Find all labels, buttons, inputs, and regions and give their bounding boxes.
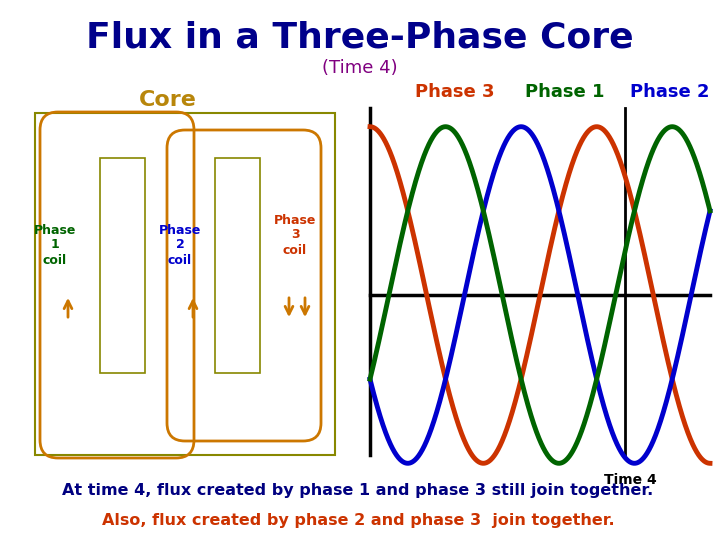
Text: Flux in a Three-Phase Core: Flux in a Three-Phase Core [86, 21, 634, 55]
Text: Phase
3
coil: Phase 3 coil [274, 213, 316, 256]
Text: Phase 3: Phase 3 [415, 83, 495, 101]
Text: Phase 1: Phase 1 [526, 83, 605, 101]
Text: At time 4, flux created by phase 1 and phase 3 still join together.: At time 4, flux created by phase 1 and p… [63, 483, 654, 497]
Text: Also, flux created by phase 2 and phase 3  join together.: Also, flux created by phase 2 and phase … [102, 512, 614, 528]
Bar [215, 158, 260, 373]
Text: Phase
1
coil: Phase 1 coil [34, 224, 76, 267]
Text: Phase 2: Phase 2 [630, 83, 710, 101]
Text: (Time 4): (Time 4) [322, 59, 398, 77]
Text: Core: Core [139, 90, 197, 110]
Text: Phase
2
coil: Phase 2 coil [159, 224, 201, 267]
Text: Time 4: Time 4 [603, 473, 657, 487]
Bar [100, 158, 145, 373]
